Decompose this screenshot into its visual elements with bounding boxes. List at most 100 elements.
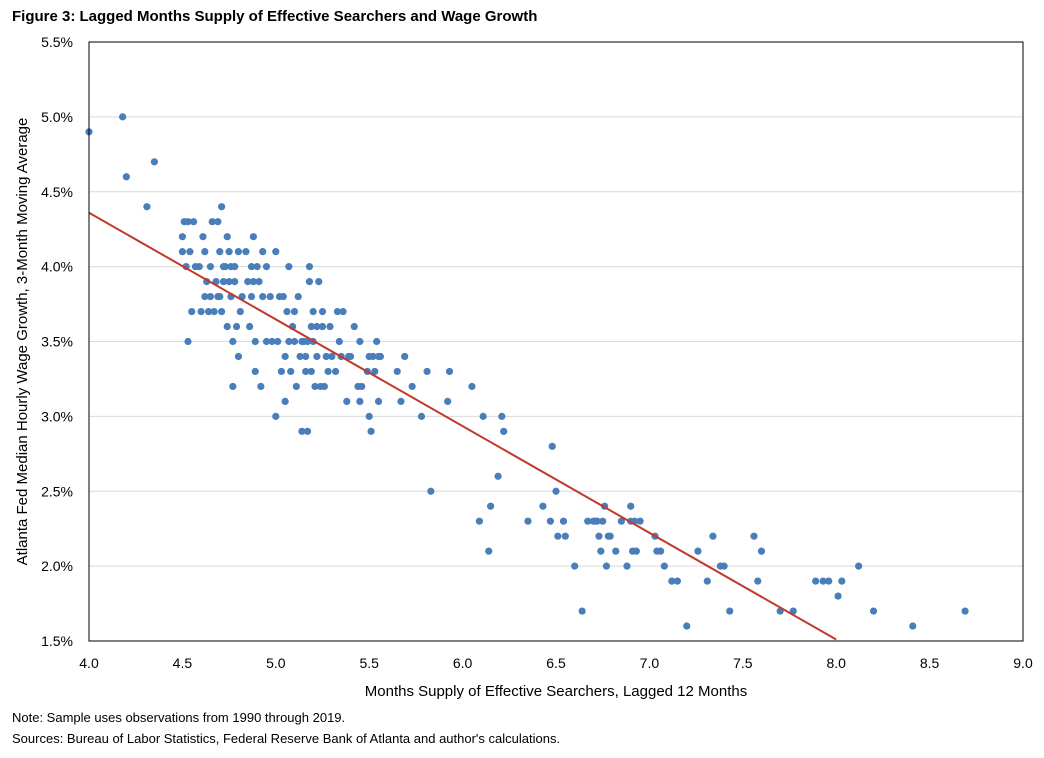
data-point (584, 517, 592, 525)
x-tick-label: 4.0 (79, 655, 99, 671)
data-point (479, 412, 487, 420)
data-point (201, 292, 209, 301)
y-tick-label: 3.5% (41, 334, 73, 350)
data-point (305, 278, 314, 286)
data-point (283, 307, 291, 316)
data-point (417, 412, 426, 420)
data-point (229, 337, 237, 346)
data-point (247, 263, 256, 271)
x-tick-label: 7.0 (640, 655, 660, 671)
data-point (599, 517, 607, 525)
y-tick-label: 4.0% (41, 259, 73, 275)
data-point (617, 517, 625, 525)
data-point (208, 218, 216, 226)
data-point (356, 397, 364, 405)
data-point (709, 532, 717, 540)
data-point (214, 218, 222, 226)
data-point (234, 248, 243, 256)
data-point (571, 562, 579, 570)
data-point (367, 427, 375, 435)
data-point (373, 337, 381, 346)
data-point (210, 307, 218, 316)
data-point (423, 367, 431, 376)
data-point (281, 397, 289, 405)
data-point (318, 307, 327, 316)
data-point (253, 263, 261, 271)
trendline (88, 211, 837, 641)
x-tick-label: 4.5 (173, 655, 193, 671)
data-point (869, 607, 878, 615)
x-axis-label: Months Supply of Effective Searchers, La… (365, 683, 747, 700)
data-point (204, 307, 213, 316)
data-point (812, 577, 820, 585)
data-point (184, 218, 192, 226)
y-tick-label: 1.5% (41, 633, 73, 649)
data-point (548, 442, 556, 450)
data-point (150, 158, 158, 166)
data-point (272, 248, 280, 256)
x-tick-label: 8.5 (920, 655, 940, 671)
data-point (546, 517, 554, 525)
figure-title: Figure 3: Lagged Months Supply of Effect… (12, 8, 538, 25)
data-point (683, 622, 691, 630)
data-point (539, 502, 547, 510)
data-point (259, 248, 267, 256)
data-points (85, 113, 969, 630)
data-point (219, 278, 228, 286)
data-point (339, 307, 347, 316)
x-tick-label: 8.0 (826, 655, 846, 671)
data-point (290, 337, 299, 346)
data-point (287, 367, 295, 376)
data-point (307, 367, 315, 376)
data-point (178, 248, 186, 256)
data-point (249, 278, 257, 286)
data-point (376, 352, 385, 361)
data-point (305, 263, 314, 271)
data-point (632, 547, 640, 555)
data-point (274, 337, 282, 346)
data-point (593, 517, 601, 525)
data-point (750, 532, 758, 540)
y-axis-ticks: 1.5% 2.0% 2.5% 3.0% 3.5% 4.0% 4.5% 5.0% 5.5% (41, 34, 73, 649)
data-point (554, 532, 562, 540)
data-point (445, 367, 454, 376)
data-point (855, 562, 863, 570)
data-point (393, 367, 401, 376)
data-point (909, 622, 917, 630)
data-point (195, 263, 203, 271)
data-point (244, 278, 252, 286)
data-point (218, 203, 226, 211)
data-point (199, 233, 207, 241)
figure-sources: Sources: Bureau of Labor Statistics, Fed… (12, 731, 561, 746)
data-point (302, 367, 310, 376)
data-point (356, 337, 364, 346)
data-point (358, 382, 366, 391)
data-point (143, 203, 151, 211)
x-tick-label: 9.0 (1013, 655, 1033, 671)
data-point (188, 307, 196, 316)
data-point (223, 233, 231, 241)
data-point (262, 337, 271, 346)
data-point (627, 502, 635, 510)
data-point (268, 337, 276, 346)
data-point (444, 397, 452, 405)
data-point (468, 382, 476, 391)
data-point (333, 307, 342, 316)
data-point (259, 292, 267, 301)
data-point (834, 592, 842, 600)
data-point (320, 382, 328, 391)
data-point (475, 517, 484, 525)
trendline-segment (88, 211, 837, 641)
data-point (119, 113, 127, 121)
figure-note: Note: Sample uses observations from 1990… (12, 710, 346, 725)
data-point (660, 562, 668, 570)
data-point (285, 263, 293, 271)
data-point (500, 427, 508, 435)
x-tick-label: 7.5 (733, 655, 753, 671)
data-point (597, 547, 605, 555)
data-point (178, 233, 186, 241)
data-point (229, 382, 237, 391)
data-point (225, 248, 233, 256)
data-point (186, 248, 194, 256)
data-point (277, 367, 286, 376)
